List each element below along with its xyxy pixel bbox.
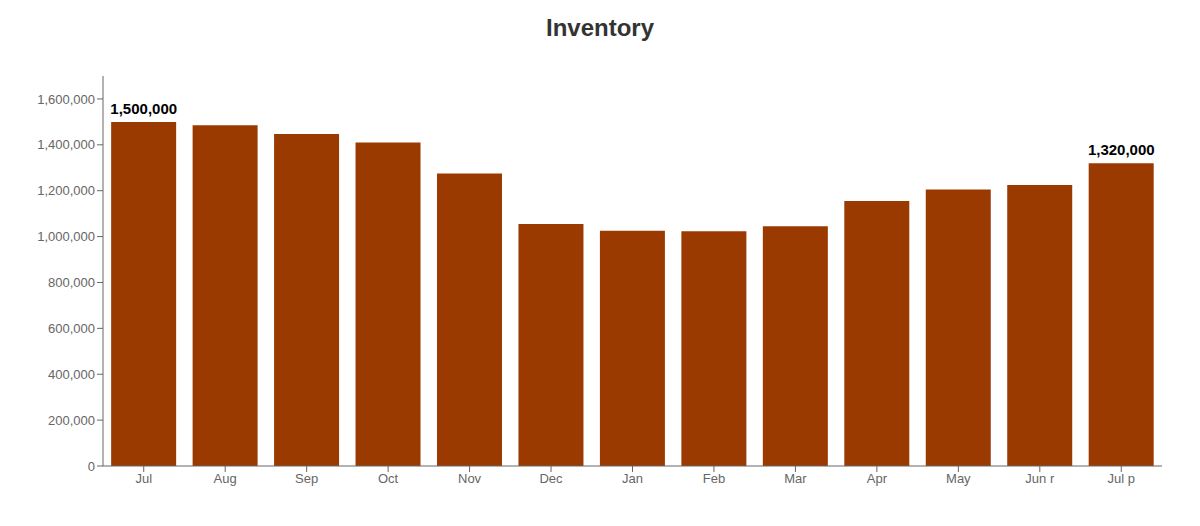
svg-text:Nov: Nov xyxy=(458,471,482,486)
svg-text:600,000: 600,000 xyxy=(48,321,95,336)
svg-text:1,000,000: 1,000,000 xyxy=(37,229,95,244)
html-text:Inventory: Inventory xyxy=(546,14,654,41)
svg-text:1,600,000: 1,600,000 xyxy=(37,92,95,107)
svg-text:Sep: Sep xyxy=(295,471,318,486)
svg-text:1,400,000: 1,400,000 xyxy=(37,137,95,152)
svg-text:Jan: Jan xyxy=(622,471,643,486)
svg-text:1,200,000: 1,200,000 xyxy=(37,183,95,198)
svg-text:Jun r: Jun r xyxy=(1025,471,1055,486)
svg-text:0: 0 xyxy=(88,459,95,474)
svg-text:200,000: 200,000 xyxy=(48,413,95,428)
svg-text:1,500,000: 1,500,000 xyxy=(110,100,177,117)
svg-text:Jul: Jul xyxy=(135,471,152,486)
svg-text:Dec: Dec xyxy=(539,471,563,486)
svg-text:Jul p: Jul p xyxy=(1108,471,1135,486)
svg-text:Mar: Mar xyxy=(784,471,807,486)
svg-text:May: May xyxy=(946,471,971,486)
svg-text:Aug: Aug xyxy=(214,471,237,486)
svg-text:Feb: Feb xyxy=(703,471,725,486)
svg-text:800,000: 800,000 xyxy=(48,275,95,290)
svg-text:Oct: Oct xyxy=(378,471,399,486)
svg-text:Apr: Apr xyxy=(867,471,888,486)
svg-text:1,320,000: 1,320,000 xyxy=(1088,141,1155,158)
svg-text:400,000: 400,000 xyxy=(48,367,95,382)
